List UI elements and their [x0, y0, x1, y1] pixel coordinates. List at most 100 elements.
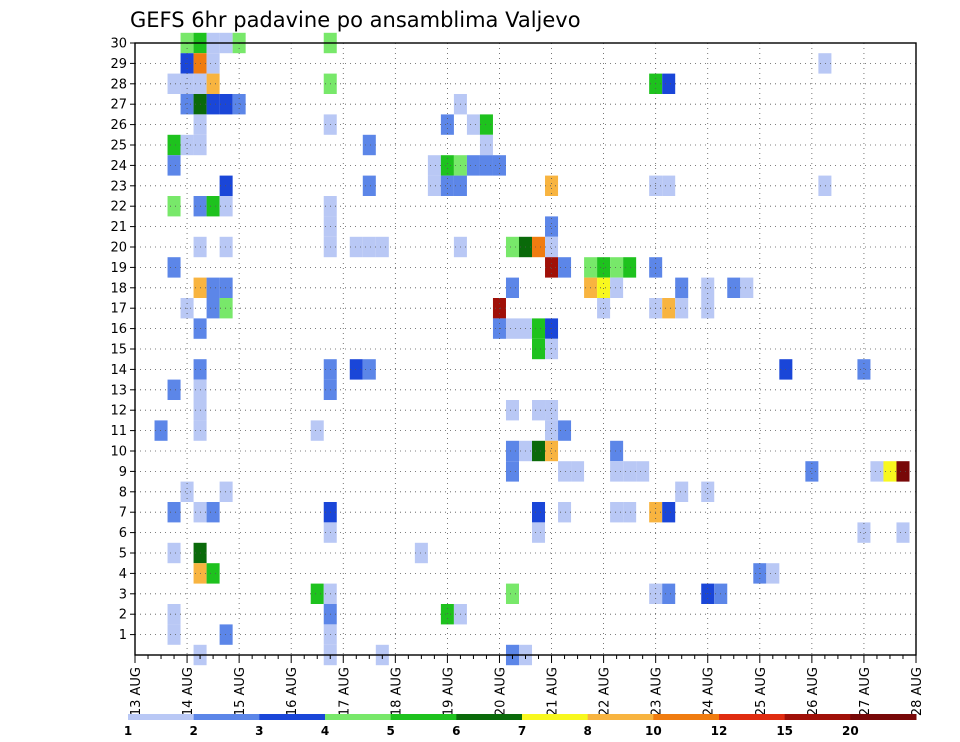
heatmap-cell: [558, 257, 572, 278]
heatmap-cell: [597, 257, 611, 278]
heatmap-cell: [206, 53, 220, 74]
heatmap-cell: [206, 94, 220, 115]
heatmap-cell: [505, 277, 519, 298]
heatmap-cell: [896, 522, 910, 543]
heatmap-cell: [167, 134, 181, 156]
y-tick-label: 28: [110, 77, 127, 92]
heatmap-cell: [545, 257, 559, 278]
heatmap-cell: [701, 277, 715, 298]
y-tick-label: 6: [119, 526, 127, 541]
heatmap-cell: [167, 155, 181, 176]
x-tick-label: 13 AUG: [129, 667, 144, 716]
colorbar-segment: [325, 714, 392, 720]
heatmap-cell: [219, 196, 233, 217]
y-tick-label: 14: [110, 363, 127, 378]
heatmap-cell: [479, 134, 493, 156]
colorbar-label: 7: [518, 724, 526, 738]
y-tick-label: 9: [119, 465, 127, 480]
colorbar-segment: [390, 714, 457, 720]
colorbar-segment: [259, 714, 326, 720]
y-tick-label: 19: [110, 261, 127, 276]
y-tick-label: 10: [110, 445, 127, 460]
y-tick-label: 17: [110, 302, 127, 317]
heatmap-cell: [479, 114, 493, 135]
heatmap-cell: [662, 583, 676, 604]
heatmap-cell: [766, 563, 780, 584]
heatmap-cell: [623, 257, 637, 278]
heatmap-cell: [154, 420, 168, 441]
y-tick-label: 24: [110, 159, 127, 174]
y-tick-label: 21: [110, 220, 127, 235]
heatmap-cell: [505, 440, 519, 462]
y-tick-label: 8: [119, 485, 127, 500]
y-tick-label: 30: [110, 37, 127, 52]
x-tick-label: 17 AUG: [337, 667, 352, 716]
heatmap-cell: [206, 563, 220, 584]
heatmap-cell: [505, 461, 519, 482]
heatmap-cell: [349, 236, 363, 258]
heatmap-cell: [505, 236, 519, 258]
colorbar-label: 6: [452, 724, 460, 738]
plot-frame: [134, 42, 917, 656]
heatmap-cell: [232, 94, 246, 115]
y-tick-label: 7: [119, 506, 127, 521]
heatmap-cell: [414, 542, 428, 564]
heatmap-cell: [818, 53, 832, 74]
heatmap-cell: [310, 583, 324, 604]
colorbar-segment: [128, 714, 195, 720]
heatmap-cell: [206, 196, 220, 217]
colorbar-segment: [653, 714, 720, 720]
colorbar-label: 1: [124, 724, 132, 738]
heatmap-cell: [623, 502, 637, 523]
x-tick-label: 22 AUG: [598, 667, 613, 716]
heatmap-cell: [466, 114, 480, 135]
heatmap-cell: [610, 277, 624, 298]
heatmap-cell: [532, 400, 546, 421]
x-tick-label: 26 AUG: [806, 667, 821, 716]
heatmap-cell: [219, 481, 233, 502]
heatmap-cell: [740, 277, 754, 298]
x-tick-label: 28 AUG: [910, 667, 925, 716]
x-tick-label: 15 AUG: [233, 667, 248, 716]
heatmap-cell: [805, 461, 819, 482]
heatmap-cell: [545, 440, 559, 462]
y-tick-label: 16: [110, 322, 127, 337]
heatmap-cell: [870, 461, 884, 482]
colorbar-label: 20: [842, 724, 859, 738]
heatmap-cell: [505, 318, 519, 339]
y-tick-label: 11: [110, 424, 127, 439]
heatmap-cell: [623, 461, 637, 482]
heatmap-cell: [558, 420, 572, 441]
y-tick-label: 2: [119, 608, 127, 623]
heatmap-cell: [167, 257, 181, 278]
heatmap-cell: [167, 604, 181, 625]
heatmap-cell: [466, 155, 480, 176]
heatmap-cell: [701, 481, 715, 502]
colorbar-label: 12: [711, 724, 728, 738]
heatmap-cell: [662, 298, 676, 319]
y-axis: 1234567891011121314151617181920212223242…: [110, 37, 135, 643]
heatmap-cell: [883, 461, 897, 482]
x-tick-label: 20 AUG: [493, 667, 508, 716]
heatmap-cell: [349, 359, 363, 380]
y-tick-label: 3: [119, 587, 127, 602]
heatmap-cell: [310, 420, 324, 441]
heatmap-cell: [662, 73, 676, 94]
x-tick-label: 27 AUG: [858, 667, 873, 716]
y-tick-label: 18: [110, 281, 127, 296]
heatmap-cell: [167, 73, 181, 94]
chart-title: GEFS 6hr padavine po ansamblima Valjevo: [130, 8, 581, 32]
colorbar-label: 10: [645, 724, 662, 738]
heatmap-cell: [532, 318, 546, 339]
heatmap-cell: [675, 481, 689, 502]
x-tick-label: 14 AUG: [181, 667, 196, 716]
heatmap-cell: [427, 155, 441, 176]
heatmap-cell: [206, 277, 220, 298]
heatmap-cell: [219, 94, 233, 115]
heatmap-cell: [505, 400, 519, 421]
heatmap-cell: [818, 175, 832, 196]
colorbar-label: 4: [321, 724, 329, 738]
heatmap-cell: [219, 236, 233, 258]
y-tick-label: 13: [110, 383, 127, 398]
